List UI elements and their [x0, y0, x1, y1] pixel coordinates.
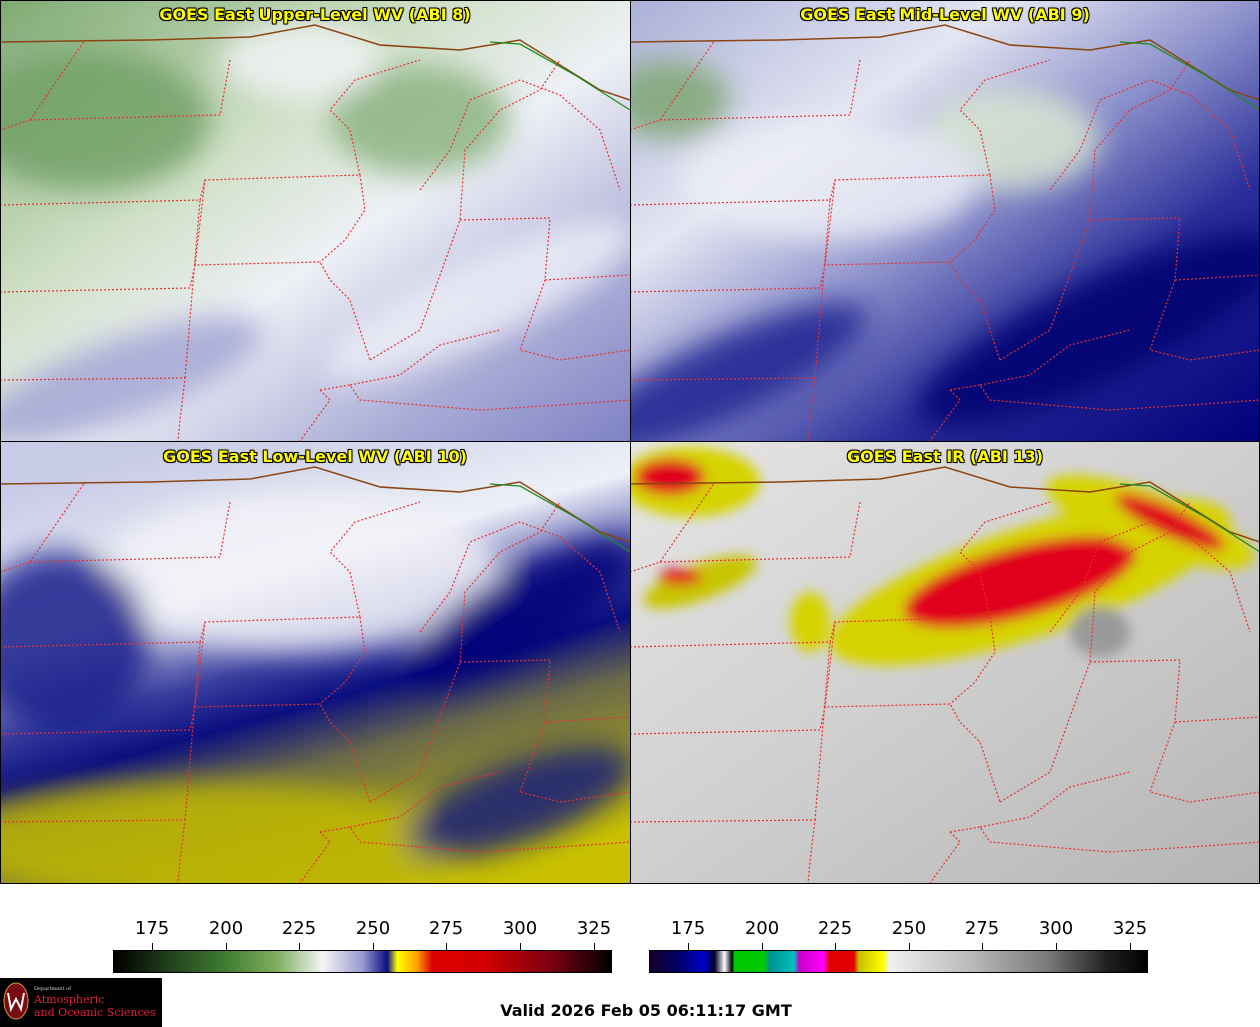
colorbar-tick-label: 275	[428, 918, 464, 939]
state-border-overlay	[630, 24, 1260, 441]
panel-divider-vertical	[630, 0, 631, 884]
logo-line2: and Oceanic Sciences	[34, 1006, 156, 1019]
valid-time: Valid 2026 Feb 05 06:11:17 GMT	[500, 1001, 792, 1020]
colorbar-tick	[446, 943, 447, 950]
panel-title: GOES East Low-Level WV (ABI 10)	[163, 447, 467, 466]
colorbar-tick-label: 175	[670, 918, 706, 939]
wv-colorbar	[113, 950, 612, 973]
colorbar-tick-label: 200	[744, 918, 780, 939]
panel-title: GOES East Upper-Level WV (ABI 8)	[159, 5, 471, 24]
colorbar-tick	[688, 943, 689, 950]
uw-crest-icon	[3, 982, 29, 1020]
colorbar-tick	[299, 943, 300, 950]
colorbar-tick-label: 175	[134, 918, 170, 939]
colorbar-tick-label: 300	[502, 918, 538, 939]
colorbar-tick	[909, 943, 910, 950]
colorbar-tick	[1130, 943, 1131, 950]
colorbar-tick-label: 225	[817, 918, 853, 939]
upper-wv-image	[0, 0, 630, 441]
colorbar-tick-label: 325	[1112, 918, 1148, 939]
colorbar-tick	[520, 943, 521, 950]
colorbar-tick	[1056, 943, 1057, 950]
colorbar-tick-label: 250	[891, 918, 927, 939]
panel-ir: GOES East IR (ABI 13)	[630, 442, 1260, 883]
state-border-overlay	[630, 466, 1260, 883]
panel-title: GOES East IR (ABI 13)	[846, 447, 1044, 466]
colorbar-tick-label: 325	[576, 918, 612, 939]
colorbar-tick-label: 300	[1038, 918, 1074, 939]
colorbar-tick	[594, 943, 595, 950]
colorbar-tick	[762, 943, 763, 950]
ir-colorbar	[649, 950, 1148, 973]
colorbar-tick	[982, 943, 983, 950]
state-border-overlay	[0, 24, 630, 441]
panel-upper-level-wv: GOES East Upper-Level WV (ABI 8)	[0, 0, 630, 441]
panel-low-level-wv: GOES East Low-Level WV (ABI 10)	[0, 442, 630, 883]
ir-image	[630, 442, 1260, 883]
colorbar-tick	[373, 943, 374, 950]
low-wv-image	[0, 442, 630, 883]
logo-dept-text: Department of	[34, 986, 71, 992]
colorbar-tick-label: 225	[281, 918, 317, 939]
colorbar-tick	[835, 943, 836, 950]
colorbar-tick	[152, 943, 153, 950]
colorbar-tick	[226, 943, 227, 950]
colorbar-tick-label: 250	[355, 918, 391, 939]
mid-wv-image	[630, 0, 1260, 441]
panel-title: GOES East Mid-Level WV (ABI 9)	[800, 5, 1090, 24]
colorbar-tick-label: 200	[208, 918, 244, 939]
colorbar-tick-label: 275	[964, 918, 1000, 939]
logo-line1: Atmospheric	[34, 993, 105, 1006]
state-border-overlay	[0, 466, 630, 883]
aos-logo: Department of Atmospheric and Oceanic Sc…	[0, 978, 162, 1027]
panel-mid-level-wv: GOES East Mid-Level WV (ABI 9)	[630, 0, 1260, 441]
panel-divider-horizontal	[0, 441, 1260, 442]
